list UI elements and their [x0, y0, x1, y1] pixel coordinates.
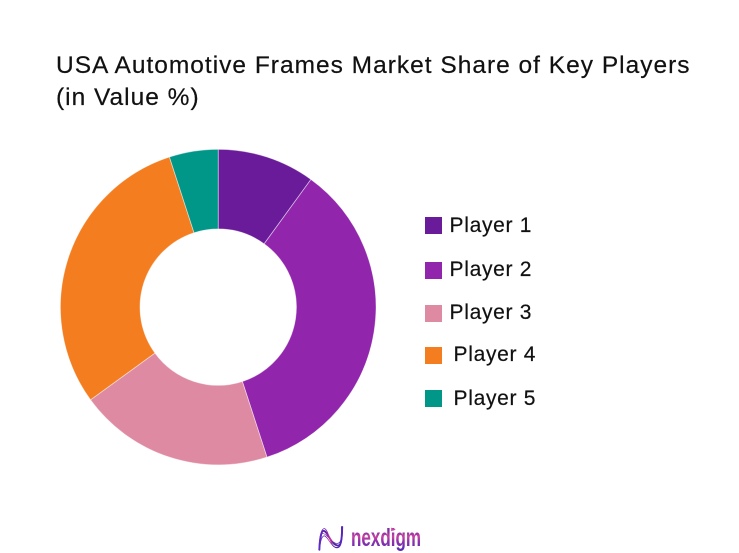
svg-text:nexdigm: nexdigm [351, 524, 421, 552]
